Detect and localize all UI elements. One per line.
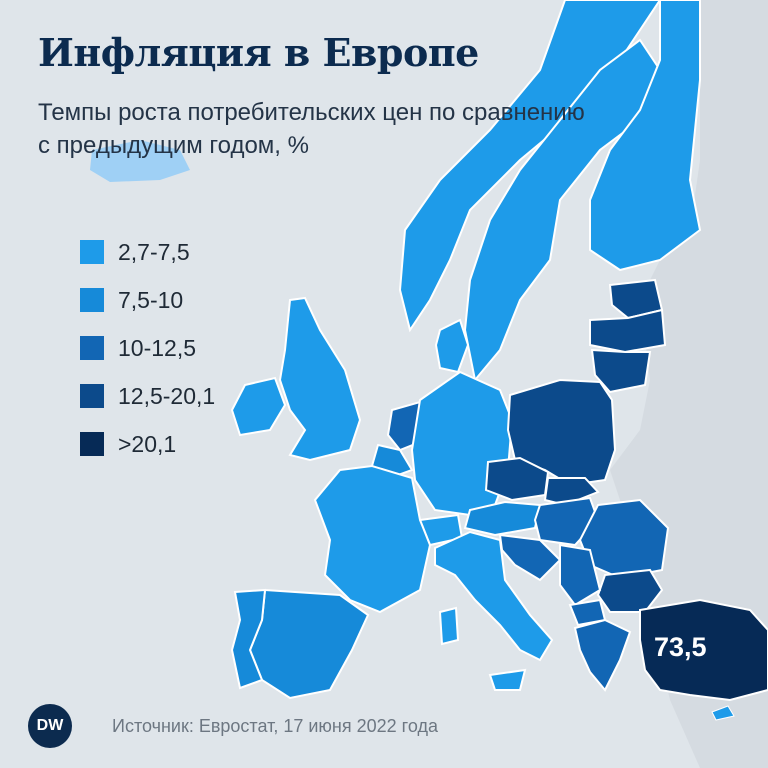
legend-swatch: [80, 432, 104, 456]
hungary: [533, 496, 600, 547]
sicily: [488, 668, 527, 691]
legend-swatch: [80, 336, 104, 360]
source-note: Источник: Евростат, 17 июня 2022 года: [112, 715, 438, 736]
legend: 2,7-7,5 7,5-10 10-12,5 12,5-20,1 >20,1: [80, 228, 215, 468]
page-subtitle: Темпы роста потребительских цен по сравн…: [38, 99, 585, 159]
sardinia: [438, 606, 460, 646]
legend-item: 10-12,5: [80, 324, 215, 372]
france: [313, 464, 432, 614]
poland: [506, 378, 617, 487]
sweden: [463, 38, 662, 383]
legend-label: 12,5-20,1: [118, 382, 216, 409]
greece: [573, 618, 632, 692]
legend-item: 12,5-20,1: [80, 372, 215, 420]
austria: [463, 500, 542, 537]
spain: [248, 588, 370, 700]
iceland: [90, 140, 190, 182]
cyprus: [711, 705, 735, 721]
denmark: [434, 318, 470, 374]
uk: [278, 296, 362, 462]
legend-label: 2,7-7,5: [118, 238, 190, 265]
legend-item: 7,5-10: [80, 276, 215, 324]
finland: [589, 0, 702, 272]
lithuania: [590, 348, 652, 394]
ireland: [230, 376, 287, 437]
legend-swatch: [80, 240, 104, 264]
serbia: [559, 543, 602, 607]
turkey-value-label: 73,5: [654, 632, 707, 662]
portugal: [230, 588, 267, 690]
legend-swatch: [80, 288, 104, 312]
turkey: [639, 598, 768, 702]
page-title: Инфляция в Европе: [38, 30, 479, 75]
latvia: [589, 308, 667, 354]
legend-label: 10-12,5: [118, 334, 197, 361]
italy: [434, 530, 554, 662]
dw-logo: DW: [28, 704, 72, 748]
legend-label: 7,5-10: [118, 286, 184, 313]
legend-swatch: [80, 384, 104, 408]
footer: DW Источник: Евростат, 17 июня 2022 года: [28, 704, 438, 748]
legend-label: >20,1: [118, 430, 177, 457]
legend-item: >20,1: [80, 420, 215, 468]
legend-item: 2,7-7,5: [80, 228, 215, 276]
